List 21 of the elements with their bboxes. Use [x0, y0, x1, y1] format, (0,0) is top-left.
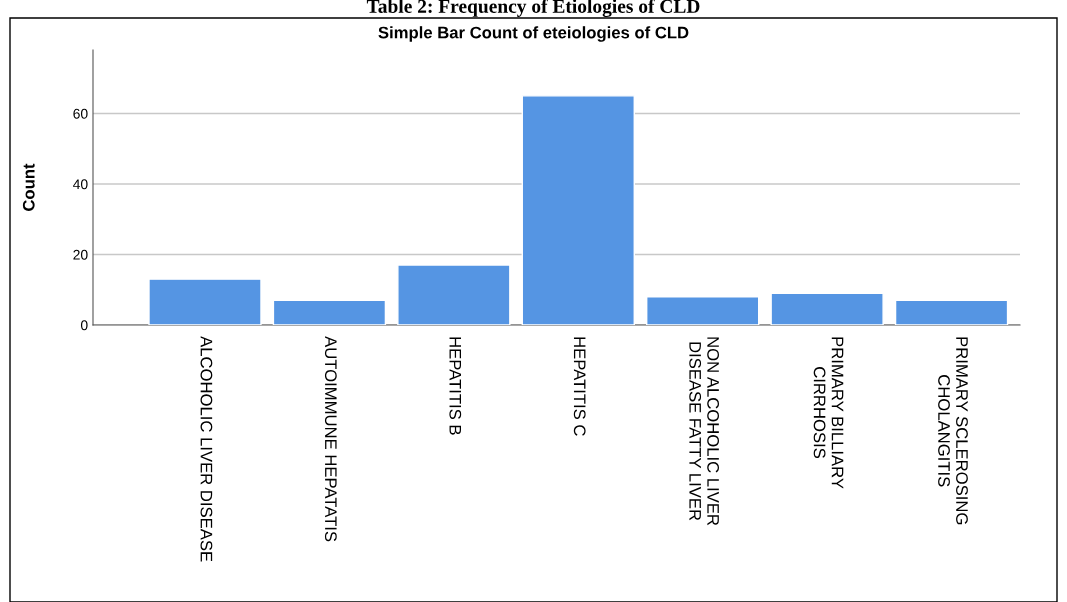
chart-title: Table 2: Frequency of Etiologies of CLD [366, 0, 700, 17]
bar [148, 278, 262, 325]
bar [770, 292, 884, 325]
y-tick-label: 20 [73, 249, 88, 260]
x-tick-label: PRIMARY SCLEROSING CHOLANGITIS [938, 337, 968, 525]
y-tick-label: 0 [80, 320, 88, 331]
chart-subtitle: Simple Bar Count of eteiologies of CLD [378, 26, 689, 42]
y-tick-label: 60 [73, 108, 88, 119]
bar [397, 264, 511, 325]
bar [272, 299, 387, 325]
x-tick-label: NON ALCOHOLIC LIVER DISEASE FATTY LIVER [689, 337, 720, 526]
bar [646, 296, 760, 325]
y-axis-title: Count [22, 163, 35, 211]
bar [894, 299, 1009, 325]
x-tick-label: PRIMARY BILLIARY CIRRHOSIS [813, 337, 844, 489]
x-tick-label: HEPATITIS C [573, 337, 586, 436]
bar [521, 95, 635, 325]
x-tick-label: HEPATITIS B [449, 337, 462, 435]
y-tick-label: 40 [73, 179, 88, 190]
x-tick-label: ALCOHOLIC LIVER DISEASE [200, 336, 213, 562]
x-tick-label: AUTOIMMUNE HEPATATIS [324, 336, 337, 542]
